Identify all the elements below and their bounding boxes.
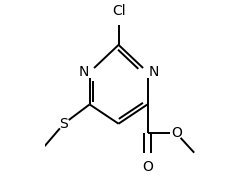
Text: N: N — [148, 65, 159, 79]
Text: Cl: Cl — [112, 4, 126, 18]
Text: N: N — [78, 65, 89, 79]
Text: O: O — [142, 160, 153, 174]
Text: O: O — [171, 126, 182, 140]
Text: S: S — [60, 117, 68, 131]
